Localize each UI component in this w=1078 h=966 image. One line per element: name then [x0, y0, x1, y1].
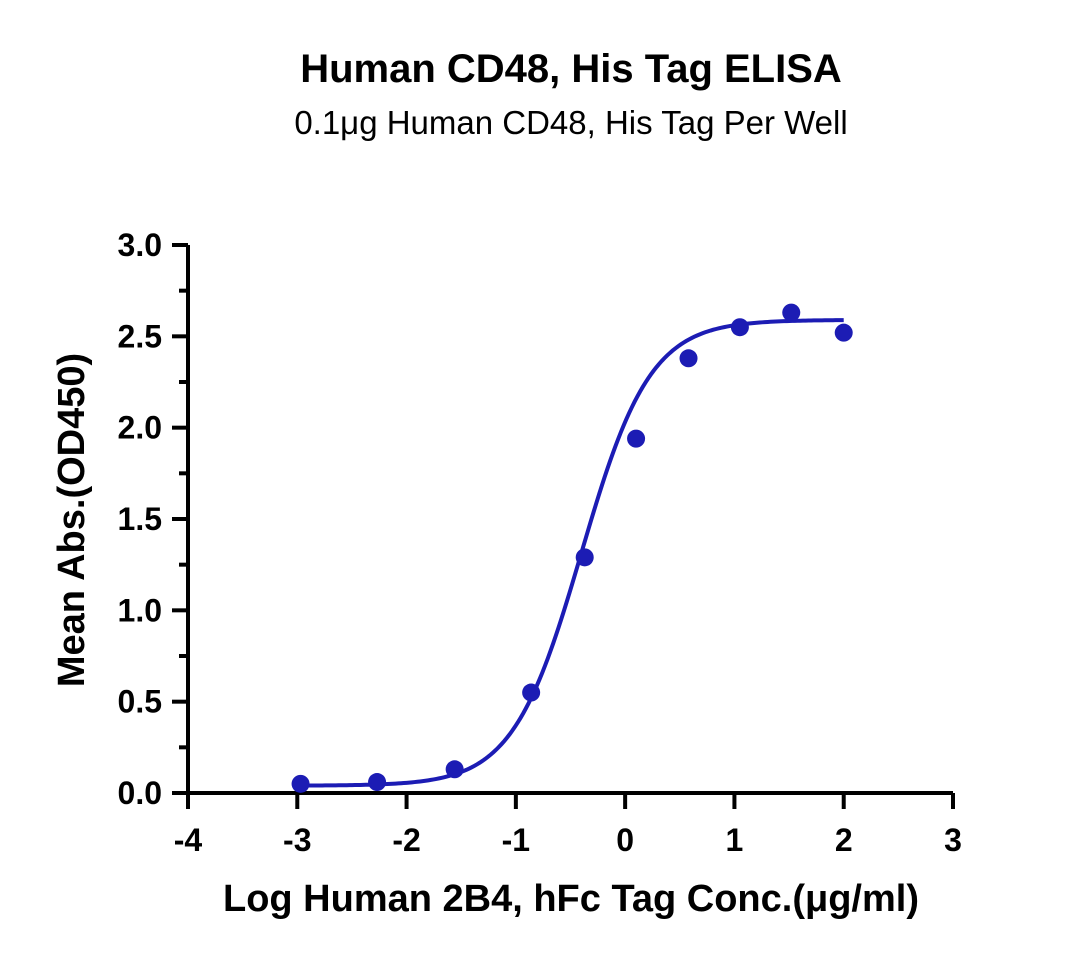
x-tick-label: -1: [502, 822, 530, 858]
y-axis-label: Mean Abs.(OD450): [51, 353, 93, 687]
y-tick-label: 3.0: [118, 227, 162, 263]
x-tick-label: -2: [392, 822, 420, 858]
fit-curve: [300, 318, 844, 788]
y-tick-label: 1.5: [118, 501, 162, 537]
y-tick-label: 2.5: [118, 318, 162, 354]
y-tick-label: 0.0: [118, 775, 162, 811]
x-axis-label: Log Human 2B4, hFc Tag Conc.(μg/ml): [223, 878, 919, 920]
data-point: [730, 318, 749, 337]
x-tick-label: -4: [174, 822, 203, 858]
data-point: [627, 429, 646, 448]
plot-area: 0.0 0.5 1.0 1.5 2.0 2.5 3.0 -4 -3 -2 -1 0 1 2 3: [118, 227, 962, 858]
y-tick-label: 2.0: [118, 410, 162, 446]
y-tick-label: 0.5: [118, 684, 162, 720]
y-axis-ticks: 0.0 0.5 1.0 1.5 2.0 2.5 3.0: [118, 227, 188, 811]
data-point: [782, 303, 801, 322]
x-axis-ticks: -4 -3 -2 -1 0 1 2 3: [174, 793, 962, 858]
y-tick-label: 1.0: [118, 592, 162, 628]
data-point: [679, 349, 698, 368]
data-point: [291, 774, 310, 793]
x-tick-label: 2: [835, 822, 853, 858]
x-tick-label: -3: [283, 822, 311, 858]
data-points: [291, 303, 853, 793]
x-tick-label: 3: [944, 822, 962, 858]
data-point: [445, 760, 464, 779]
data-point: [834, 323, 853, 342]
data-point: [575, 548, 594, 567]
chart-subtitle: 0.1μg Human CD48, His Tag Per Well: [294, 104, 847, 141]
x-tick-label: 0: [616, 822, 634, 858]
data-point: [522, 683, 541, 702]
chart-title: Human CD48, His Tag ELISA: [300, 47, 842, 91]
data-point: [368, 773, 387, 792]
x-tick-label: 1: [726, 822, 744, 858]
